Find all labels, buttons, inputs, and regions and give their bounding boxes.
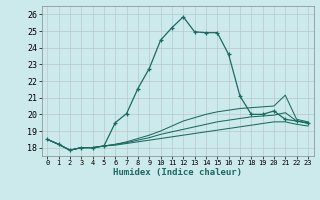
X-axis label: Humidex (Indice chaleur): Humidex (Indice chaleur) — [113, 168, 242, 177]
